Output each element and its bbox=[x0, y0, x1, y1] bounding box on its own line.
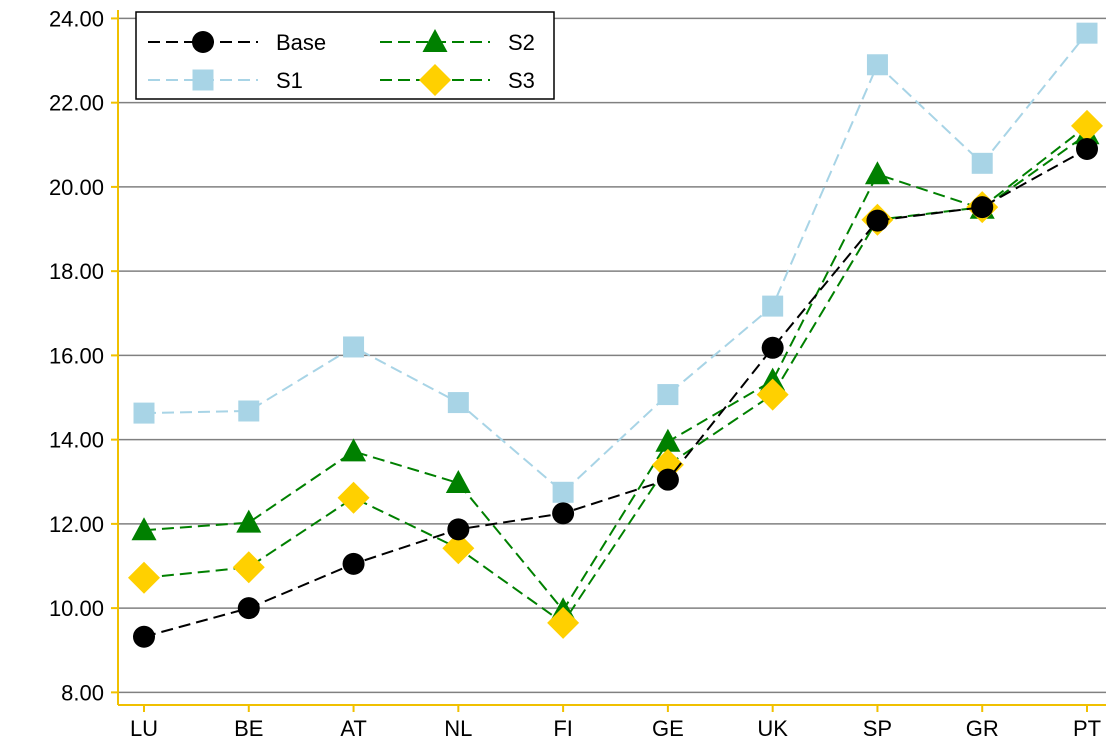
legend-marker bbox=[192, 69, 214, 91]
data-point-base bbox=[656, 468, 679, 491]
y-tick-label: 18.00 bbox=[49, 259, 104, 284]
data-point-s3 bbox=[1071, 109, 1103, 142]
data-point-s1 bbox=[238, 400, 260, 422]
data-point-s1 bbox=[447, 392, 469, 414]
legend-label: S2 bbox=[508, 30, 535, 55]
data-point-s1 bbox=[343, 336, 365, 358]
data-point-s3 bbox=[547, 606, 580, 639]
data-point-base bbox=[552, 502, 575, 525]
legend-marker bbox=[422, 29, 448, 52]
data-point-s1 bbox=[133, 402, 155, 424]
data-point-s1 bbox=[762, 295, 784, 317]
data-point-s2 bbox=[864, 161, 890, 185]
data-point-s3 bbox=[337, 481, 370, 514]
data-point-base bbox=[866, 209, 889, 232]
data-point-base bbox=[761, 336, 784, 359]
data-point-s2 bbox=[236, 509, 262, 533]
grid-lines bbox=[111, 17, 1106, 694]
data-point-s2 bbox=[341, 438, 367, 462]
data-point-base bbox=[237, 597, 260, 620]
legend: Base S1 S2 S3 bbox=[135, 11, 555, 100]
data-point-base bbox=[342, 552, 365, 575]
data-point-s1 bbox=[971, 152, 993, 174]
series-line-base bbox=[143, 148, 1088, 638]
data-point-base bbox=[447, 518, 470, 541]
x-tick-label: AT bbox=[340, 716, 366, 741]
x-tick-label: LU bbox=[130, 716, 158, 741]
legend-marker bbox=[419, 64, 451, 96]
x-tick-label: GE bbox=[652, 716, 684, 741]
data-point-s1 bbox=[552, 481, 574, 503]
data-point-s3 bbox=[128, 561, 160, 594]
y-tick-label: 16.00 bbox=[49, 343, 104, 368]
x-tick-label: FI bbox=[553, 716, 573, 741]
y-tick-label: 8.00 bbox=[61, 680, 104, 705]
data-point-s1 bbox=[866, 54, 888, 76]
legend-item-s1: S1 bbox=[148, 68, 303, 93]
y-tick-label: 22.00 bbox=[49, 91, 104, 116]
data-point-s1 bbox=[1076, 22, 1098, 44]
series-group bbox=[128, 22, 1103, 648]
legend-marker bbox=[192, 31, 214, 53]
data-point-base bbox=[971, 196, 994, 219]
y-tick-label: 12.00 bbox=[49, 512, 104, 537]
data-point-s2 bbox=[445, 470, 471, 494]
legend-item-s2: S2 bbox=[380, 29, 535, 55]
x-tick-label: SP bbox=[863, 716, 892, 741]
data-point-s3 bbox=[442, 532, 475, 565]
x-tick-label: PT bbox=[1073, 716, 1101, 741]
x-tick-labels: LU BE AT NL FI GE UK SP GR PT bbox=[130, 705, 1101, 741]
series-line-s3 bbox=[143, 125, 1088, 625]
data-point-s3 bbox=[232, 551, 265, 584]
data-point-s2 bbox=[131, 517, 157, 541]
data-point-base bbox=[133, 625, 155, 648]
y-tick-labels: 8.00 10.00 12.00 14.00 16.00 18.00 20.00 22.00 2… bbox=[49, 6, 104, 705]
legend-label: Base bbox=[276, 30, 326, 55]
series-base bbox=[133, 138, 1098, 648]
legend-item-base: Base bbox=[148, 30, 326, 55]
x-tick-label: GR bbox=[966, 716, 999, 741]
x-tick-label: NL bbox=[444, 716, 472, 741]
y-tick-label: 14.00 bbox=[49, 428, 104, 453]
series-line-s1 bbox=[143, 32, 1088, 494]
series-s3 bbox=[128, 109, 1103, 639]
data-point-s2 bbox=[655, 428, 681, 452]
y-tick-label: 10.00 bbox=[49, 596, 104, 621]
series-s1 bbox=[133, 22, 1098, 503]
axes bbox=[117, 10, 1106, 706]
series-line-s2 bbox=[143, 133, 1088, 612]
legend-label: S1 bbox=[276, 68, 303, 93]
x-tick-label: UK bbox=[757, 716, 788, 741]
data-point-s1 bbox=[657, 384, 679, 406]
y-tick-label: 20.00 bbox=[49, 175, 104, 200]
y-tick-label: 24.00 bbox=[49, 6, 104, 31]
data-point-base bbox=[1076, 138, 1098, 160]
x-tick-label: BE bbox=[234, 716, 263, 741]
legend-label: S3 bbox=[508, 68, 535, 93]
legend-item-s3: S3 bbox=[380, 64, 535, 96]
data-point-s3 bbox=[756, 378, 789, 411]
